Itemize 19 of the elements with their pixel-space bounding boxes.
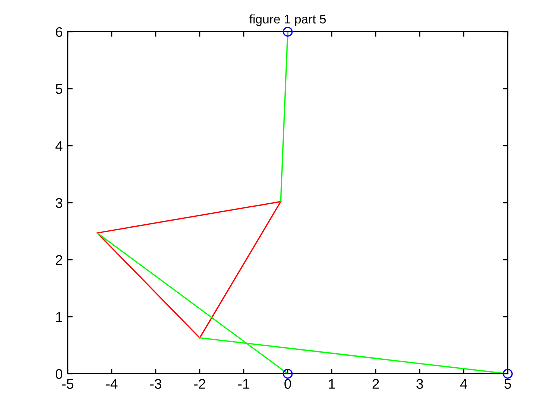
x-tick-label: 3 <box>416 379 424 390</box>
y-tick-label: 5 <box>56 84 63 94</box>
y-tick-label: 4 <box>56 141 63 152</box>
y-tick-label: 3 <box>56 198 63 208</box>
y-tick-label: 2 <box>56 255 62 266</box>
x-tick-label: 2 <box>372 379 380 389</box>
chart-title: figure 1 part 5 <box>250 14 326 26</box>
y-tick-label: 6 <box>56 27 63 38</box>
x-tick-label: -5 <box>62 379 74 390</box>
x-tick-label: 5 <box>504 379 512 390</box>
x-tick-label: 0 <box>284 379 292 390</box>
x-tick-label: 1 <box>329 379 336 389</box>
x-tick-label: 4 <box>460 379 468 389</box>
x-tick-label: -4 <box>106 379 118 389</box>
y-tick-label: 1 <box>56 312 62 322</box>
x-tick-label: -3 <box>150 379 162 390</box>
x-tick-label: -1 <box>238 379 250 389</box>
y-tick-label: 0 <box>56 369 63 380</box>
x-tick-label: -2 <box>194 379 206 389</box>
